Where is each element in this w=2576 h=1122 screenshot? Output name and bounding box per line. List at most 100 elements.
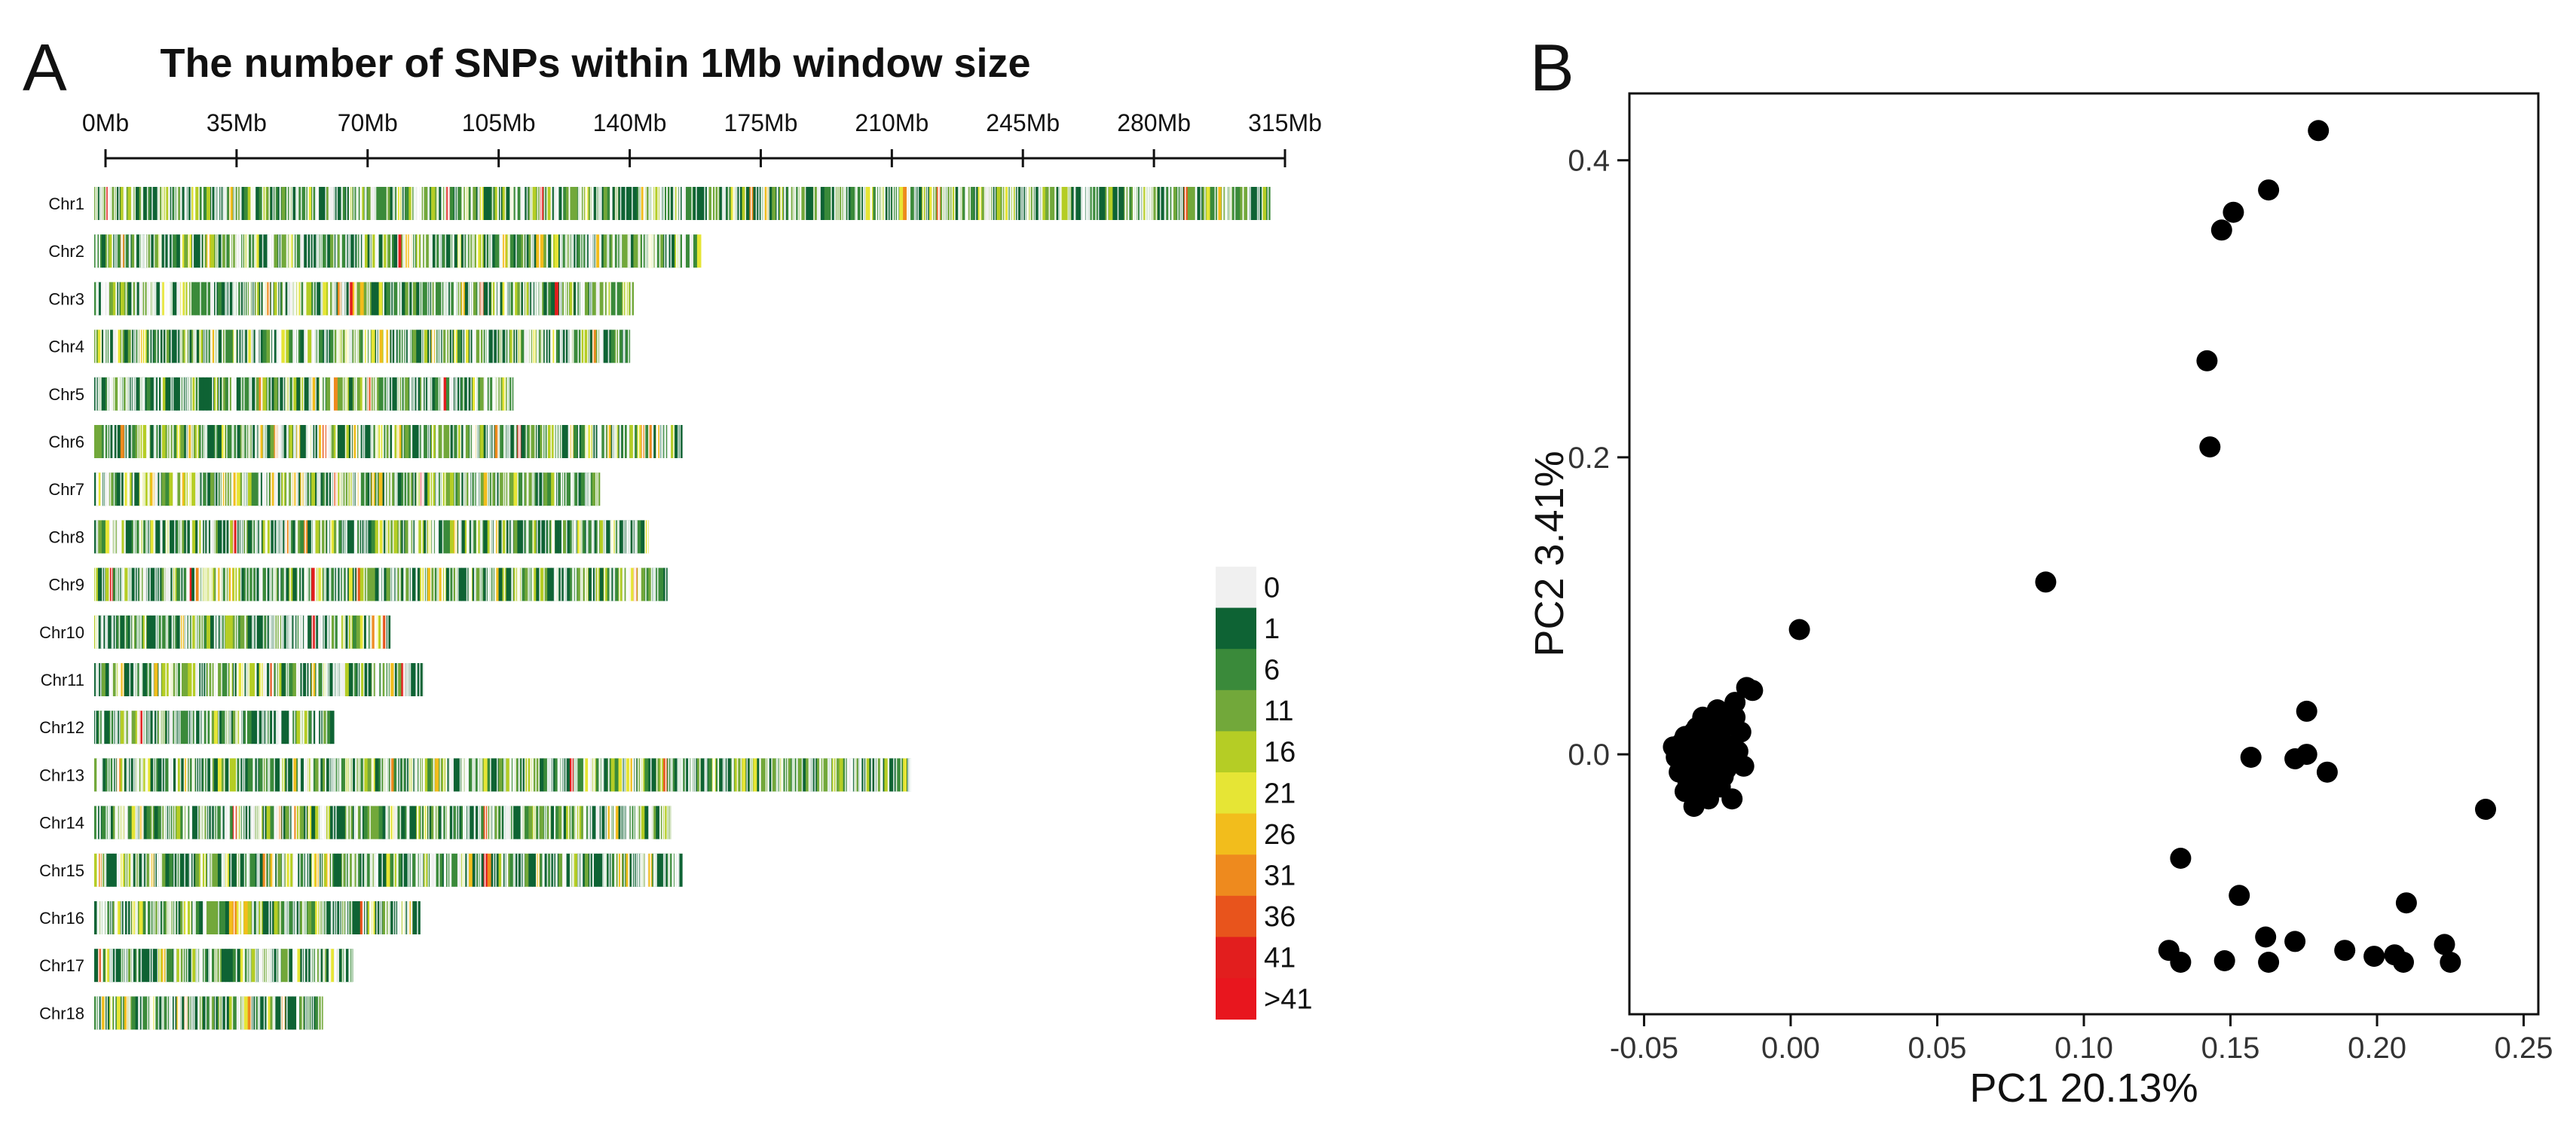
snp-window-cell bbox=[101, 187, 106, 220]
snp-window-gap bbox=[432, 329, 433, 363]
snp-window-gap bbox=[344, 472, 346, 506]
snp-window-cell bbox=[614, 234, 620, 268]
snp-window-cell bbox=[753, 758, 757, 792]
snp-window-gap bbox=[509, 234, 510, 268]
snp-window-cell bbox=[386, 567, 391, 601]
snp-window-gap bbox=[198, 187, 200, 220]
snp-window-cell bbox=[221, 234, 226, 268]
snp-window-cell bbox=[517, 187, 522, 220]
snp-window-gap bbox=[147, 711, 149, 744]
snp-window-cell bbox=[390, 758, 395, 792]
snp-window-gap bbox=[653, 567, 656, 601]
snp-window-gap bbox=[355, 329, 357, 363]
snp-window-gap bbox=[197, 425, 198, 458]
snp-window-gap bbox=[523, 282, 525, 316]
snp-window-gap bbox=[269, 234, 271, 268]
snp-window-cell bbox=[637, 520, 641, 554]
snp-window-cell bbox=[532, 425, 537, 458]
snp-window-gap bbox=[114, 187, 115, 220]
snp-window-cell bbox=[307, 329, 312, 363]
snp-window-gap bbox=[172, 663, 173, 696]
snp-window-gap bbox=[531, 758, 534, 792]
snp-window-gap bbox=[426, 520, 427, 554]
snp-window-cell bbox=[169, 758, 173, 792]
snp-window-gap bbox=[818, 758, 821, 792]
snp-window-gap bbox=[161, 520, 162, 554]
snp-window-gap bbox=[431, 282, 433, 316]
snp-window-gap bbox=[281, 425, 283, 458]
snp-window-cell bbox=[494, 425, 500, 458]
snp-window-cell bbox=[274, 329, 279, 363]
snp-window-cell bbox=[247, 663, 252, 696]
snp-window-gap bbox=[387, 615, 389, 649]
snp-window-gap bbox=[252, 615, 253, 649]
snp-window-gap bbox=[724, 187, 727, 220]
snp-window-gap bbox=[186, 567, 188, 601]
snp-window-gap bbox=[372, 377, 375, 411]
snp-window-gap bbox=[411, 520, 414, 554]
snp-window-gap bbox=[558, 425, 560, 458]
snp-window-gap bbox=[471, 472, 473, 506]
snp-window-gap bbox=[398, 520, 400, 554]
snp-window-gap bbox=[317, 234, 319, 268]
snp-window-cell bbox=[626, 187, 631, 220]
snp-window-gap bbox=[356, 234, 359, 268]
snp-window-cell bbox=[127, 329, 133, 363]
snp-window-gap bbox=[137, 758, 139, 792]
snp-window-cell bbox=[311, 187, 316, 220]
snp-window-cell bbox=[146, 377, 151, 411]
snp-window-gap bbox=[188, 377, 189, 411]
snp-window-gap bbox=[476, 472, 479, 506]
snp-window-gap bbox=[377, 663, 379, 696]
snp-window-gap bbox=[295, 329, 297, 363]
snp-window-gap bbox=[108, 377, 109, 411]
snp-window-gap bbox=[274, 425, 277, 458]
snp-window-gap bbox=[634, 567, 636, 601]
snp-window-cell bbox=[228, 520, 234, 554]
snp-window-gap bbox=[323, 615, 325, 649]
snp-window-gap bbox=[419, 472, 421, 506]
snp-window-cell bbox=[483, 472, 488, 506]
snp-window-cell bbox=[558, 520, 563, 554]
snp-window-gap bbox=[97, 377, 99, 411]
snp-window-gap bbox=[172, 567, 174, 601]
snp-window-gap bbox=[215, 234, 217, 268]
snp-window-gap bbox=[106, 472, 109, 506]
snp-window-gap bbox=[350, 329, 352, 363]
snp-window-gap bbox=[436, 520, 439, 554]
snp-window-gap bbox=[244, 282, 246, 316]
snp-window-cell bbox=[207, 472, 211, 506]
snp-window-gap bbox=[464, 425, 466, 458]
snp-window-gap bbox=[801, 758, 803, 792]
snp-window-cell bbox=[566, 567, 571, 601]
snp-window-gap bbox=[275, 711, 277, 744]
snp-window-gap bbox=[526, 472, 528, 506]
snp-window-gap bbox=[118, 663, 121, 696]
snp-window-gap bbox=[315, 329, 317, 363]
snp-window-gap bbox=[574, 758, 575, 792]
snp-window-gap bbox=[402, 520, 405, 554]
snp-window-cell bbox=[344, 425, 350, 458]
snp-window-gap bbox=[369, 234, 371, 268]
snp-window-cell bbox=[356, 234, 361, 268]
snp-window-gap bbox=[265, 425, 268, 458]
snp-window-gap bbox=[366, 520, 369, 554]
snp-window-gap bbox=[370, 615, 372, 649]
snp-window-cell bbox=[405, 567, 409, 601]
snp-window-gap bbox=[263, 711, 265, 744]
snp-window-gap bbox=[1216, 187, 1219, 220]
snp-window-cell bbox=[330, 615, 335, 649]
snp-window-cell bbox=[573, 425, 578, 458]
snp-window-cell bbox=[457, 425, 462, 458]
snp-window-gap bbox=[196, 615, 197, 649]
snp-window-cell bbox=[300, 711, 304, 744]
snp-window-gap bbox=[634, 758, 636, 792]
snp-window-cell bbox=[1191, 187, 1196, 220]
snp-window-gap bbox=[332, 758, 334, 792]
snp-window-gap bbox=[828, 758, 830, 792]
snp-window-gap bbox=[345, 234, 347, 268]
snp-window-gap bbox=[140, 758, 142, 792]
snp-window-gap bbox=[147, 663, 149, 696]
snp-window-cell bbox=[124, 663, 129, 696]
snp-window-gap bbox=[320, 711, 322, 744]
